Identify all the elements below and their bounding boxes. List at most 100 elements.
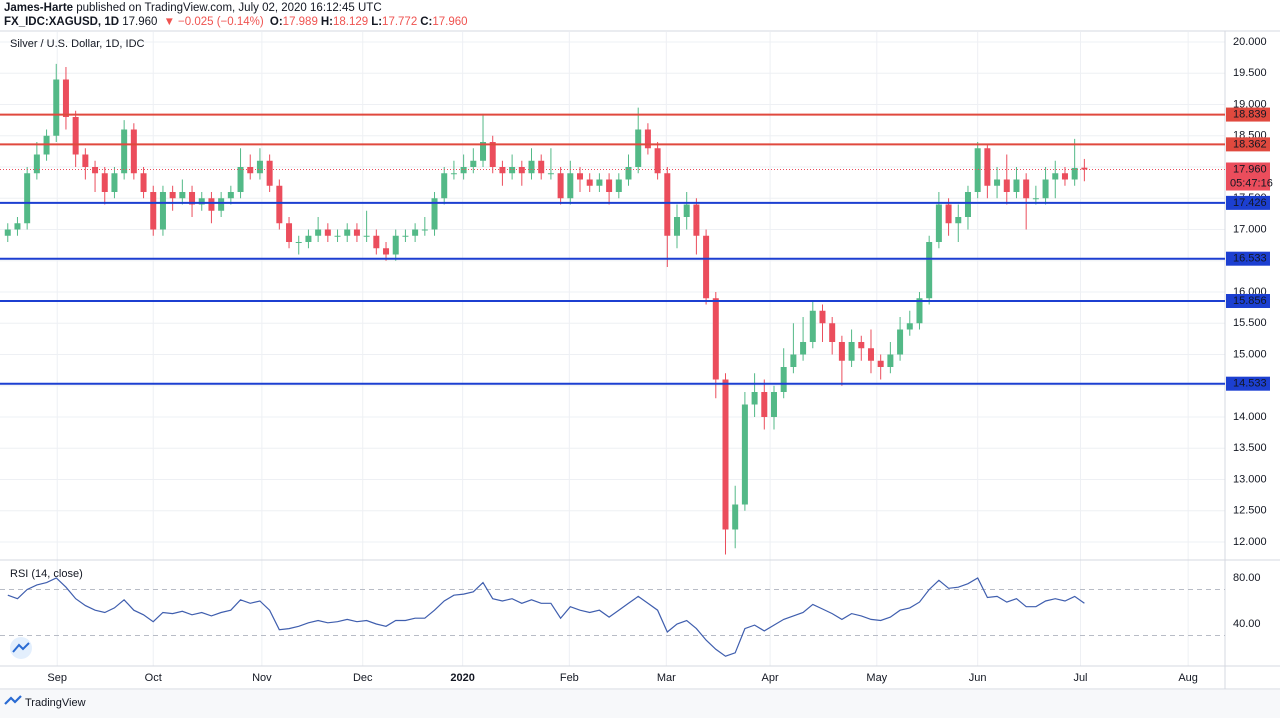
- candle-body: [421, 229, 428, 231]
- candle-body: [906, 323, 913, 330]
- candle-body: [935, 204, 942, 242]
- level-label: 17.426: [1233, 197, 1267, 209]
- candle-body: [450, 173, 457, 175]
- candle-body: [62, 79, 69, 117]
- x-tick-label: Mar: [657, 672, 676, 684]
- candle-body: [945, 204, 952, 224]
- candle-body: [460, 167, 467, 174]
- author: James-Harte: [4, 2, 74, 14]
- symbol: FX_IDC:XAGUSD, 1D: [4, 16, 120, 28]
- candle-body: [130, 129, 137, 174]
- candle-body: [606, 179, 613, 192]
- y-tick-label: 12.000: [1233, 536, 1267, 548]
- candle-body: [567, 173, 574, 199]
- candle-body: [441, 173, 448, 199]
- candle-body: [353, 229, 360, 236]
- y-tick-label: 15.000: [1233, 348, 1267, 360]
- ohlc-value: 18.129: [333, 16, 369, 28]
- level-label: 18.362: [1233, 138, 1267, 150]
- brand: TradingView: [25, 697, 86, 709]
- candle-body: [829, 323, 836, 342]
- candle-body: [741, 404, 748, 505]
- candle-body: [596, 179, 603, 186]
- candle-body: [955, 217, 962, 224]
- candle-body: [528, 160, 535, 174]
- level-label-bg: [1226, 251, 1270, 266]
- candle-body: [121, 129, 128, 174]
- candle-body: [208, 198, 215, 211]
- candle-body: [1032, 198, 1039, 200]
- candle-body: [683, 204, 690, 217]
- candle-body: [1023, 179, 1030, 199]
- level-label-bg: [1226, 195, 1270, 210]
- ohlc-value: 17.989: [282, 16, 318, 28]
- candle-body: [1081, 167, 1088, 170]
- candle-body: [693, 204, 700, 236]
- candle-body: [1071, 167, 1078, 180]
- last-price-label: 17.960: [1233, 163, 1267, 175]
- candle-body: [964, 192, 971, 217]
- candle-body: [790, 354, 797, 367]
- candle-body: [770, 392, 777, 417]
- candle-body: [24, 173, 31, 224]
- candle-body: [664, 173, 671, 236]
- candle-body: [780, 367, 787, 392]
- candle-body: [72, 117, 79, 155]
- y-tick-label: 14.000: [1233, 411, 1267, 423]
- candle-body: [218, 198, 225, 211]
- candle-body: [92, 167, 99, 174]
- ohlc-key: L:: [371, 16, 383, 28]
- x-tick-label: Jun: [969, 672, 987, 684]
- candle-body: [751, 392, 758, 405]
- candle-body: [509, 167, 516, 174]
- candle-body: [363, 235, 370, 237]
- candle-body: [373, 235, 380, 249]
- candle-body: [1013, 179, 1020, 192]
- candle-body: [179, 192, 186, 199]
- candle-body: [266, 160, 273, 186]
- x-tick-label: Nov: [252, 672, 272, 684]
- rsi-label: RSI (14, close): [10, 568, 83, 580]
- ohlc-key: C:: [420, 16, 433, 28]
- candle-body: [140, 173, 147, 192]
- candle-body: [547, 173, 554, 175]
- level-label-bg: [1226, 137, 1270, 152]
- x-tick-label: Dec: [353, 672, 373, 684]
- candle-body: [295, 242, 302, 243]
- candle-body: [237, 167, 244, 192]
- last: 17.960: [122, 16, 158, 28]
- candle-body: [189, 192, 196, 205]
- candle-body: [480, 142, 487, 161]
- candle-body: [305, 235, 312, 242]
- candle-body: [644, 129, 651, 149]
- candle-body: [1042, 179, 1049, 199]
- candle-body: [276, 185, 283, 224]
- candle-body: [4, 229, 11, 236]
- candle-body: [315, 229, 322, 236]
- candle-body: [732, 504, 739, 530]
- candle-body: [53, 79, 60, 136]
- x-tick-label: Oct: [145, 672, 162, 684]
- candle-body: [974, 148, 981, 192]
- change-arrow: ▼: [163, 16, 176, 28]
- candle-body: [1003, 179, 1010, 192]
- candle-body: [673, 217, 680, 236]
- change: −0.025 (−0.14%): [178, 16, 264, 28]
- x-tick-label: Jul: [1073, 672, 1087, 684]
- candle-body: [227, 192, 234, 199]
- candle-body: [159, 192, 166, 230]
- candle-body: [412, 229, 419, 236]
- brand-icon: [4, 695, 22, 705]
- level-label-bg: [1226, 376, 1270, 391]
- candle-body: [431, 198, 438, 230]
- candle-body: [169, 192, 176, 199]
- publish-line: James-Harte published on TradingView.com…: [4, 1, 474, 15]
- candle-body: [198, 198, 205, 205]
- candle-body: [703, 235, 710, 299]
- candle-body: [1052, 173, 1059, 180]
- candle-body: [150, 192, 157, 230]
- candle-body: [809, 310, 816, 342]
